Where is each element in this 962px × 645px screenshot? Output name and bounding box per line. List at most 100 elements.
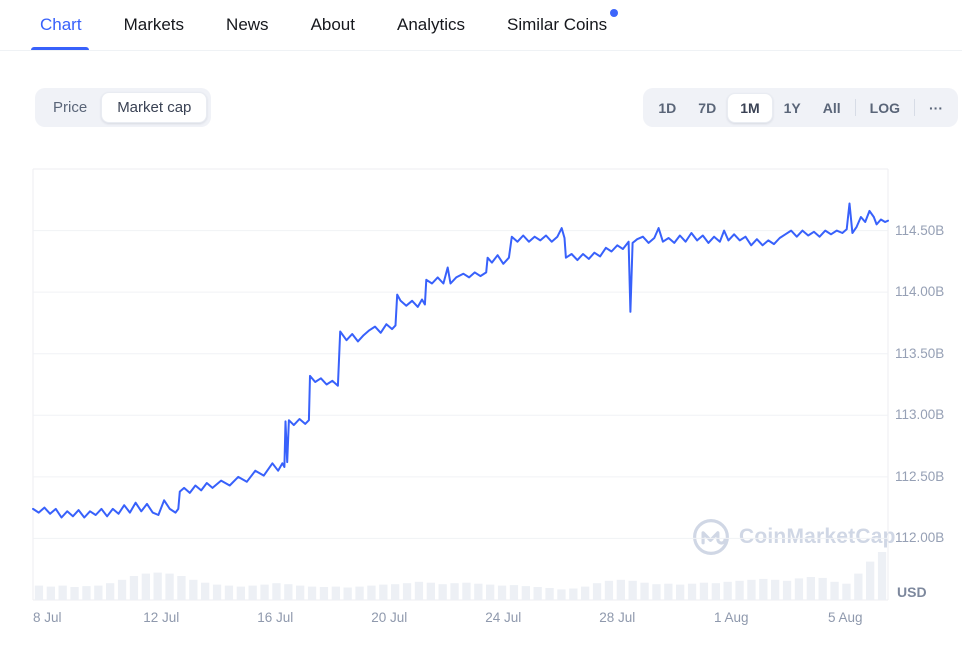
volume-bar <box>34 585 44 600</box>
volume-bar <box>806 577 815 600</box>
volume-bar <box>153 572 162 600</box>
y-axis-tick-label: 114.00B <box>895 284 945 300</box>
tab-about[interactable]: About <box>311 0 355 50</box>
range-divider <box>854 99 856 116</box>
tab-news-label: News <box>226 15 269 34</box>
x-axis-tick-label: 16 Jul <box>257 610 294 625</box>
tab-similar-coins-label: Similar Coins <box>507 15 608 34</box>
volume-bar <box>177 576 186 600</box>
volume-bar <box>284 584 293 600</box>
volume-bar <box>462 582 471 600</box>
volume-bar <box>759 578 768 600</box>
volume-bar <box>604 580 614 600</box>
volume-bar <box>414 581 424 600</box>
tab-analytics-label: Analytics <box>397 15 466 34</box>
volume-bar <box>794 578 804 600</box>
tab-about-label: About <box>310 15 355 34</box>
volume-bar <box>379 584 388 600</box>
volume-bar <box>367 585 376 600</box>
volume-bar <box>533 587 542 600</box>
volume-bar <box>771 579 780 600</box>
coinmarketcap-watermark: CoinMarketCap <box>692 518 896 556</box>
volume-bar <box>581 586 590 600</box>
more-options-button[interactable]: ··· <box>918 93 954 123</box>
volume-bar <box>687 583 697 600</box>
volume-bar <box>854 573 863 600</box>
volume-bar <box>664 583 673 600</box>
range-1d-button[interactable]: 1D <box>647 93 687 123</box>
volume-bar <box>497 585 507 600</box>
volume-bar <box>474 583 483 600</box>
volume-bar <box>723 581 732 600</box>
tab-similar-coins[interactable]: Similar Coins <box>507 0 619 50</box>
volume-bar <box>640 582 649 600</box>
volume-bar <box>70 587 79 600</box>
volume-bar <box>236 586 245 600</box>
volume-bar <box>319 587 329 600</box>
volume-bar <box>569 588 578 600</box>
volume-bar <box>307 586 317 600</box>
volume-bar <box>426 582 435 600</box>
volume-bar <box>189 579 198 600</box>
x-axis-tick-label: 12 Jul <box>143 610 180 625</box>
volume-bar <box>391 584 400 600</box>
volume-bar <box>94 585 103 600</box>
x-axis-tick-label: 5 Aug <box>827 610 863 625</box>
new-badge-dot-icon <box>610 9 619 17</box>
metric-toggle-group: Price Market cap <box>35 88 212 127</box>
tab-markets-label: Markets <box>123 15 185 34</box>
volume-bar <box>355 586 364 600</box>
volume-bar <box>509 585 519 600</box>
y-axis-tick-label: 113.50B <box>895 345 945 361</box>
range-1y-button[interactable]: 1Y <box>773 93 812 123</box>
volume-bar <box>842 583 851 600</box>
tab-chart[interactable]: Chart <box>31 0 89 50</box>
volume-bar <box>557 589 566 600</box>
volume-bar <box>438 584 447 600</box>
volume-bar <box>248 585 257 600</box>
x-axis-tick-label: 8 Jul <box>32 610 62 625</box>
range-7d-button[interactable]: 7D <box>687 93 727 123</box>
range-toggle-group: 1D 7D 1M 1Y All LOG ··· <box>643 88 958 127</box>
volume-bar <box>296 585 305 600</box>
y-axis-unit-label: USD <box>897 584 927 600</box>
market-cap-series-line <box>32 202 889 519</box>
volume-bar <box>628 580 637 600</box>
volume-bar <box>106 583 115 600</box>
volume-bar <box>343 587 352 600</box>
range-all-button[interactable]: All <box>812 93 852 123</box>
y-axis-tick-label: 112.00B <box>895 530 945 546</box>
volume-bar <box>82 586 91 600</box>
volume-bar <box>129 576 139 600</box>
volume-bar <box>652 584 661 600</box>
y-axis-tick-label: 114.50B <box>895 222 945 238</box>
volume-bar <box>58 585 67 600</box>
tab-news[interactable]: News <box>226 0 269 50</box>
tab-analytics[interactable]: Analytics <box>397 0 465 50</box>
volume-bar <box>545 588 554 600</box>
range-1m-button[interactable]: 1M <box>727 92 773 123</box>
y-axis-tick-label: 113.00B <box>895 407 945 423</box>
tab-markets[interactable]: Markets <box>124 0 184 50</box>
volume-bar <box>521 586 530 600</box>
section-tabs: Chart Markets News About Analytics Simil… <box>0 0 962 51</box>
x-axis-tick-label: 24 Jul <box>485 610 522 625</box>
volume-bar <box>616 579 625 600</box>
volume-bar <box>486 584 495 600</box>
volume-bar <box>592 583 602 600</box>
volume-bar <box>747 579 756 600</box>
active-tab-underline <box>31 47 89 50</box>
volume-bar <box>212 584 222 600</box>
market-cap-toggle-button[interactable]: Market cap <box>101 92 208 123</box>
x-axis-tick-label: 28 Jul <box>599 610 636 625</box>
price-toggle-button[interactable]: Price <box>39 92 101 123</box>
log-scale-button[interactable]: LOG <box>859 93 911 123</box>
volume-bar <box>450 583 459 600</box>
volume-bar <box>201 582 210 600</box>
range-divider <box>914 99 915 116</box>
volume-bar <box>165 573 174 600</box>
volume-bar <box>402 583 412 600</box>
volume-bar <box>272 583 281 600</box>
volume-bar <box>699 582 709 600</box>
